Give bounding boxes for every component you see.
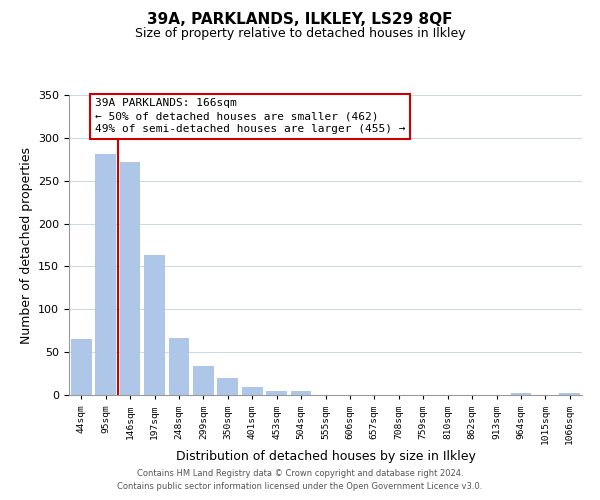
Bar [144,256,165,395]
Bar [217,378,238,395]
Text: Size of property relative to detached houses in Ilkley: Size of property relative to detached ho… [134,28,466,40]
Text: 39A PARKLANDS: 166sqm
← 50% of detached houses are smaller (462)
49% of semi-det: 39A PARKLANDS: 166sqm ← 50% of detached … [95,98,405,134]
Text: Contains public sector information licensed under the Open Government Licence v3: Contains public sector information licen… [118,482,482,491]
Bar [290,390,311,395]
Bar [242,388,263,395]
X-axis label: Distribution of detached houses by size in Ilkley: Distribution of detached houses by size … [176,450,475,463]
Bar [511,394,532,395]
Bar [71,340,92,395]
Text: Contains HM Land Registry data © Crown copyright and database right 2024.: Contains HM Land Registry data © Crown c… [137,468,463,477]
Bar [266,390,287,395]
Text: 39A, PARKLANDS, ILKLEY, LS29 8QF: 39A, PARKLANDS, ILKLEY, LS29 8QF [147,12,453,28]
Bar [169,338,190,395]
Bar [193,366,214,395]
Y-axis label: Number of detached properties: Number of detached properties [20,146,32,344]
Bar [559,394,580,395]
Bar [119,162,140,395]
Bar [95,154,116,395]
